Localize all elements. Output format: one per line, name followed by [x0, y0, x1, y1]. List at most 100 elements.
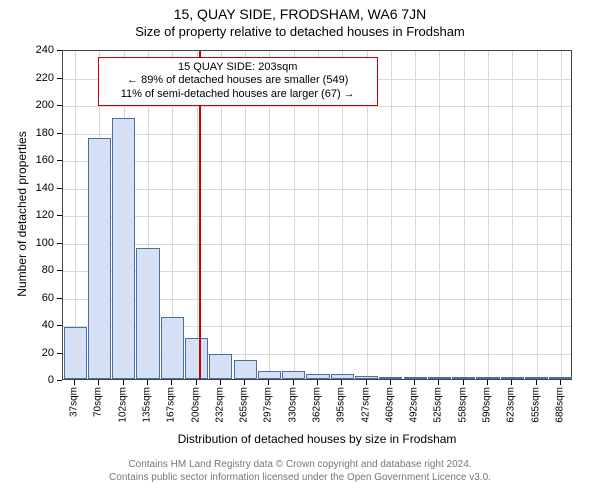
xtick-mark	[317, 380, 318, 385]
xtick-mark	[171, 380, 172, 385]
histogram-bar	[476, 377, 499, 379]
xtick-label: 460sqm	[384, 387, 395, 423]
xtick-mark	[98, 380, 99, 385]
histogram-bar	[258, 371, 281, 379]
chart-container: 15, QUAY SIDE, FRODSHAM, WA6 7JN Size of…	[0, 0, 600, 500]
xtick-mark	[123, 380, 124, 385]
gridline-v	[561, 51, 562, 379]
xtick-label: 232sqm	[214, 387, 225, 423]
gridline-v	[537, 51, 538, 379]
annotation-line2: ← 89% of detached houses are smaller (54…	[105, 74, 371, 88]
xtick-mark	[536, 380, 537, 385]
ytick-label: 220	[0, 72, 54, 84]
histogram-bar	[209, 354, 232, 379]
xtick-label: 688sqm	[554, 387, 565, 423]
histogram-bar	[234, 360, 257, 379]
xtick-mark	[341, 380, 342, 385]
gridline-v	[439, 51, 440, 379]
xtick-mark	[74, 380, 75, 385]
xtick-label: 395sqm	[336, 387, 347, 423]
footer-line-1: Contains HM Land Registry data © Crown c…	[0, 458, 600, 471]
histogram-bar	[112, 118, 135, 379]
ytick-mark	[57, 243, 62, 244]
ytick-label: 0	[0, 374, 54, 386]
gridline-h	[63, 106, 571, 107]
ytick-mark	[57, 215, 62, 216]
ytick-mark	[57, 325, 62, 326]
xtick-label: 200sqm	[190, 387, 201, 423]
xtick-label: 623sqm	[506, 387, 517, 423]
gridline-h	[63, 134, 571, 135]
ytick-mark	[57, 270, 62, 271]
xtick-mark	[560, 380, 561, 385]
ytick-mark	[57, 133, 62, 134]
gridline-v	[415, 51, 416, 379]
xtick-mark	[220, 380, 221, 385]
ytick-label: 240	[0, 44, 54, 56]
ytick-mark	[57, 298, 62, 299]
page-title: 15, QUAY SIDE, FRODSHAM, WA6 7JN	[0, 0, 600, 22]
histogram-bar	[161, 317, 184, 379]
gridline-v	[512, 51, 513, 379]
histogram-bar	[404, 377, 427, 379]
ytick-mark	[57, 50, 62, 51]
histogram-bar	[525, 377, 548, 379]
xtick-label: 427sqm	[360, 387, 371, 423]
xtick-mark	[463, 380, 464, 385]
xtick-mark	[244, 380, 245, 385]
xtick-mark	[414, 380, 415, 385]
xtick-label: 167sqm	[166, 387, 177, 423]
xtick-label: 135sqm	[142, 387, 153, 423]
histogram-bar	[428, 377, 451, 379]
histogram-bar	[331, 374, 354, 380]
gridline-h	[63, 244, 571, 245]
histogram-bar	[355, 376, 378, 379]
histogram-bar	[306, 374, 329, 380]
histogram-bar	[136, 248, 159, 379]
histogram-bar	[452, 377, 475, 379]
xtick-label: 558sqm	[457, 387, 468, 423]
ytick-mark	[57, 105, 62, 106]
ytick-mark	[57, 78, 62, 79]
xtick-mark	[196, 380, 197, 385]
page-subtitle: Size of property relative to detached ho…	[0, 22, 600, 43]
xtick-label: 70sqm	[93, 387, 104, 417]
annotation-line3: 11% of semi-detached houses are larger (…	[105, 88, 371, 102]
ytick-mark	[57, 188, 62, 189]
y-axis-label: Number of detached properties	[15, 114, 29, 314]
ytick-mark	[57, 380, 62, 381]
ytick-mark	[57, 353, 62, 354]
xtick-label: 265sqm	[239, 387, 250, 423]
histogram-bar	[64, 327, 87, 379]
xtick-mark	[147, 380, 148, 385]
ytick-label: 20	[0, 347, 54, 359]
xtick-mark	[390, 380, 391, 385]
xtick-mark	[293, 380, 294, 385]
xtick-label: 492sqm	[409, 387, 420, 423]
xtick-label: 102sqm	[117, 387, 128, 423]
x-axis-label: Distribution of detached houses by size …	[157, 432, 477, 446]
xtick-mark	[511, 380, 512, 385]
histogram-bar	[379, 377, 402, 379]
footer: Contains HM Land Registry data © Crown c…	[0, 458, 600, 484]
histogram-bar	[88, 138, 111, 379]
histogram-bar	[282, 371, 305, 379]
xtick-mark	[366, 380, 367, 385]
ytick-mark	[57, 160, 62, 161]
annotation-box: 15 QUAY SIDE: 203sqm← 89% of detached ho…	[98, 57, 378, 106]
xtick-label: 590sqm	[482, 387, 493, 423]
xtick-mark	[268, 380, 269, 385]
xtick-label: 37sqm	[69, 387, 80, 417]
xtick-label: 297sqm	[263, 387, 274, 423]
histogram-bar	[185, 338, 208, 379]
histogram-bar	[549, 377, 572, 379]
gridline-h	[63, 189, 571, 190]
gridline-h	[63, 161, 571, 162]
gridline-v	[464, 51, 465, 379]
footer-line-2: Contains public sector information licen…	[0, 471, 600, 484]
ytick-label: 200	[0, 99, 54, 111]
xtick-mark	[487, 380, 488, 385]
gridline-h	[63, 216, 571, 217]
gridline-v	[391, 51, 392, 379]
ytick-label: 40	[0, 319, 54, 331]
